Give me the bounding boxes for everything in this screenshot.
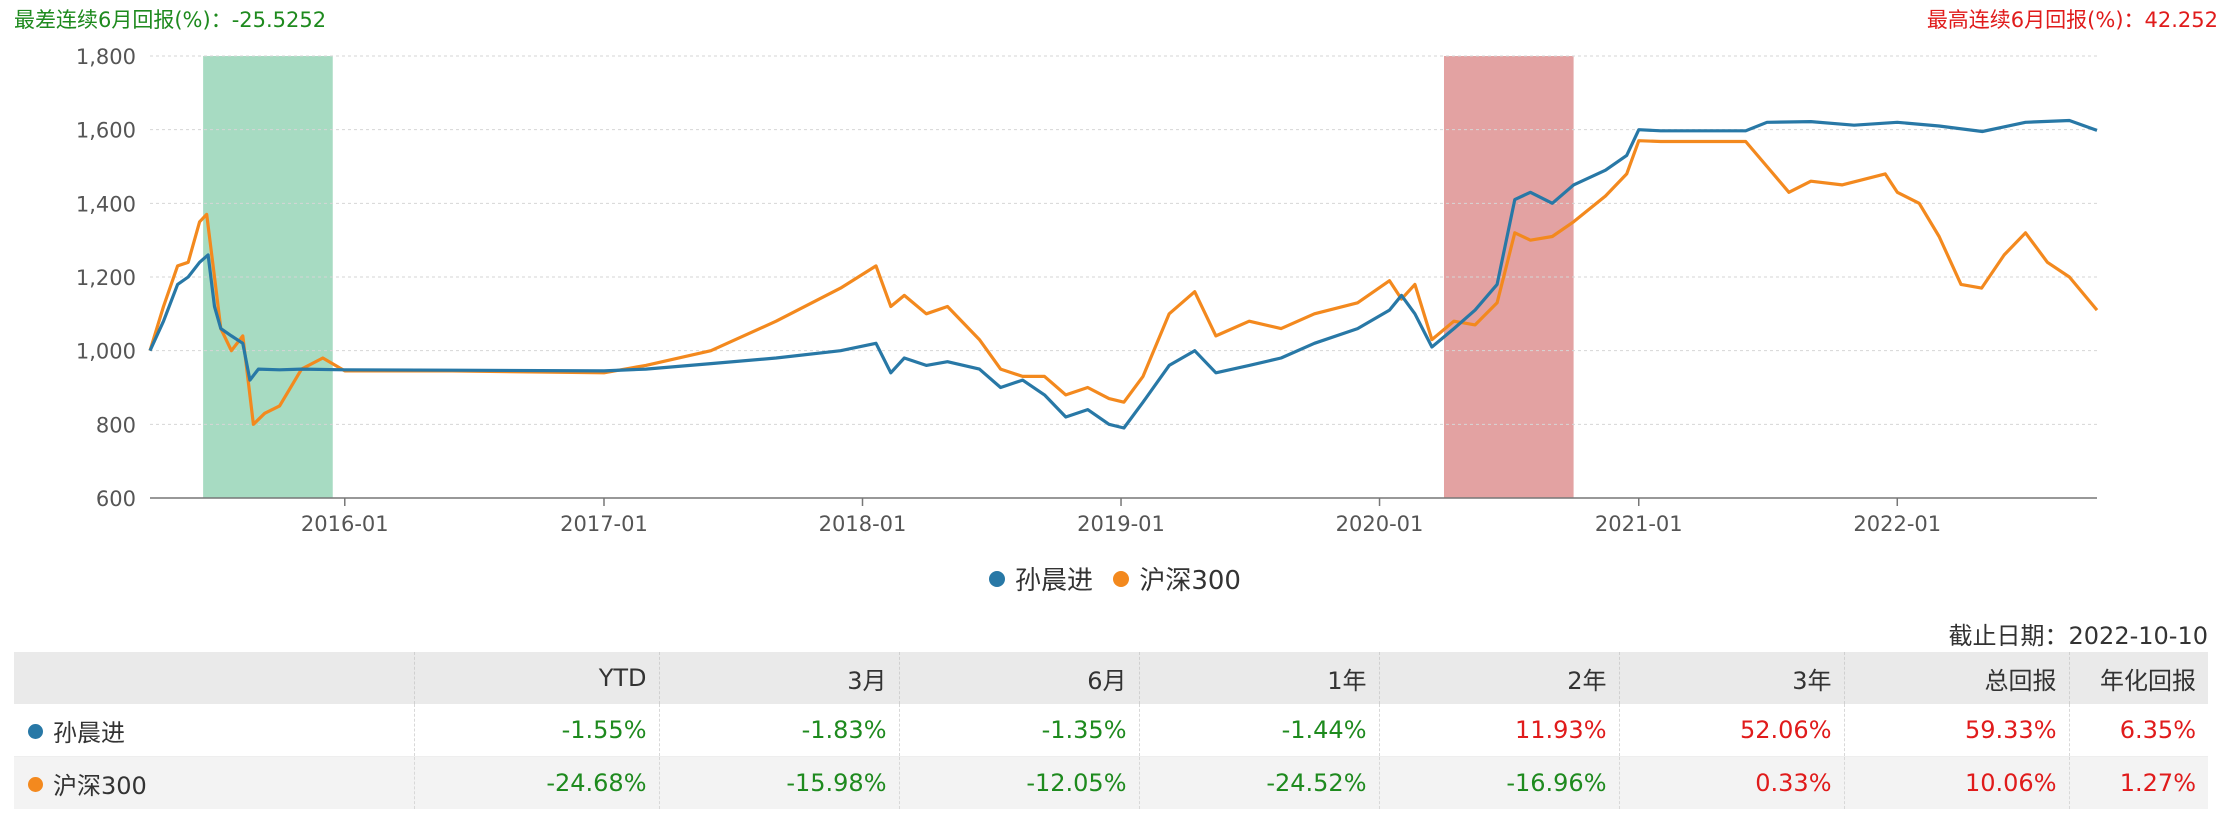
- legend-item-index[interactable]: 沪深300: [1113, 560, 1241, 597]
- y-tick-label: 1,000: [76, 340, 136, 364]
- returns-table-header: YTD 3月 6月 1年 2年 3年 总回报 年化回报: [14, 652, 2208, 704]
- table-cell: -1.83%: [659, 704, 900, 757]
- table-row: 沪深300 -24.68% -15.98% -12.05% -24.52% -1…: [14, 756, 2208, 809]
- table-cell: 10.06%: [1844, 756, 2070, 809]
- table-cell: -24.68%: [414, 756, 660, 809]
- as-of-date: 截止日期：2022-10-10: [1948, 622, 2208, 650]
- y-tick-label: 1,600: [76, 119, 136, 143]
- row-name-cell: 沪深300: [14, 756, 415, 809]
- header-6m: 6月: [899, 652, 1140, 704]
- best-6m-return-label: 最高连续6月回报(%)：42.252: [1926, 8, 2218, 32]
- legend-index-label: 沪深300: [1139, 566, 1241, 596]
- table-cell: -15.98%: [659, 756, 900, 809]
- table-cell: -1.55%: [414, 704, 660, 757]
- x-tick-label: 2019-01: [1077, 512, 1165, 536]
- table-cell: -16.96%: [1379, 756, 1620, 809]
- row-name: 孙晨进: [53, 718, 125, 747]
- header-annualized-return: 年化回报: [2069, 652, 2208, 704]
- x-tick-label: 2021-01: [1595, 512, 1683, 536]
- returns-table: YTD 3月 6月 1年 2年 3年 总回报 年化回报 孙晨进 -1.55% -…: [14, 652, 2208, 809]
- chart-legend: 孙晨进 沪深300: [0, 560, 2230, 597]
- index-series-line: [148, 139, 2099, 426]
- legend-fund-dot-icon: [989, 570, 1006, 587]
- header-total-return: 总回报: [1844, 652, 2070, 704]
- x-tick-label: 2020-01: [1336, 512, 1424, 536]
- fund-dot-icon: [28, 724, 43, 739]
- header-3m: 3月: [659, 652, 900, 704]
- x-tick-label: 2018-01: [819, 512, 907, 536]
- table-row: 孙晨进 -1.55% -1.83% -1.35% -1.44% 11.93% 5…: [14, 704, 2208, 757]
- performance-line-chart: 600 800 1,000 1,200 1,400 1,600 1,800 2016-01 20…: [76, 45, 2099, 536]
- header-name-col: [14, 652, 415, 704]
- x-tick-label: 2022-01: [1853, 512, 1941, 536]
- y-tick-label: 1,400: [76, 192, 136, 216]
- legend-item-fund[interactable]: 孙晨进: [989, 560, 1093, 597]
- table-cell: -1.35%: [899, 704, 1140, 757]
- legend-index-dot-icon: [1113, 570, 1130, 587]
- table-cell: 6.35%: [2069, 704, 2208, 757]
- table-cell: -24.52%: [1139, 756, 1380, 809]
- header-3y: 3年: [1619, 652, 1845, 704]
- y-tick-label: 600: [96, 487, 136, 511]
- table-cell: -12.05%: [899, 756, 1140, 809]
- table-cell: 11.93%: [1379, 704, 1620, 757]
- table-cell: 52.06%: [1619, 704, 1845, 757]
- legend-fund-label: 孙晨进: [1015, 566, 1094, 596]
- row-name-cell: 孙晨进: [14, 704, 415, 757]
- index-dot-icon: [28, 777, 43, 792]
- x-tick-label: 2017-01: [560, 512, 648, 536]
- table-cell: 59.33%: [1844, 704, 2070, 757]
- header-2y: 2年: [1379, 652, 1620, 704]
- header-ytd: YTD: [414, 652, 660, 704]
- x-tick-label: 2016-01: [301, 512, 389, 536]
- row-name: 沪深300: [53, 771, 147, 800]
- fund-series-line: [148, 118, 2098, 430]
- table-cell: -1.44%: [1139, 704, 1380, 757]
- y-tick-label: 800: [96, 413, 136, 437]
- y-tick-label: 1,200: [76, 266, 136, 290]
- table-cell: 1.27%: [2069, 756, 2208, 809]
- y-tick-label: 1,800: [76, 45, 136, 69]
- worst-6m-return-label: 最差连续6月回报(%)：-25.5252: [14, 8, 327, 32]
- header-1y: 1年: [1139, 652, 1380, 704]
- table-cell: 0.33%: [1619, 756, 1845, 809]
